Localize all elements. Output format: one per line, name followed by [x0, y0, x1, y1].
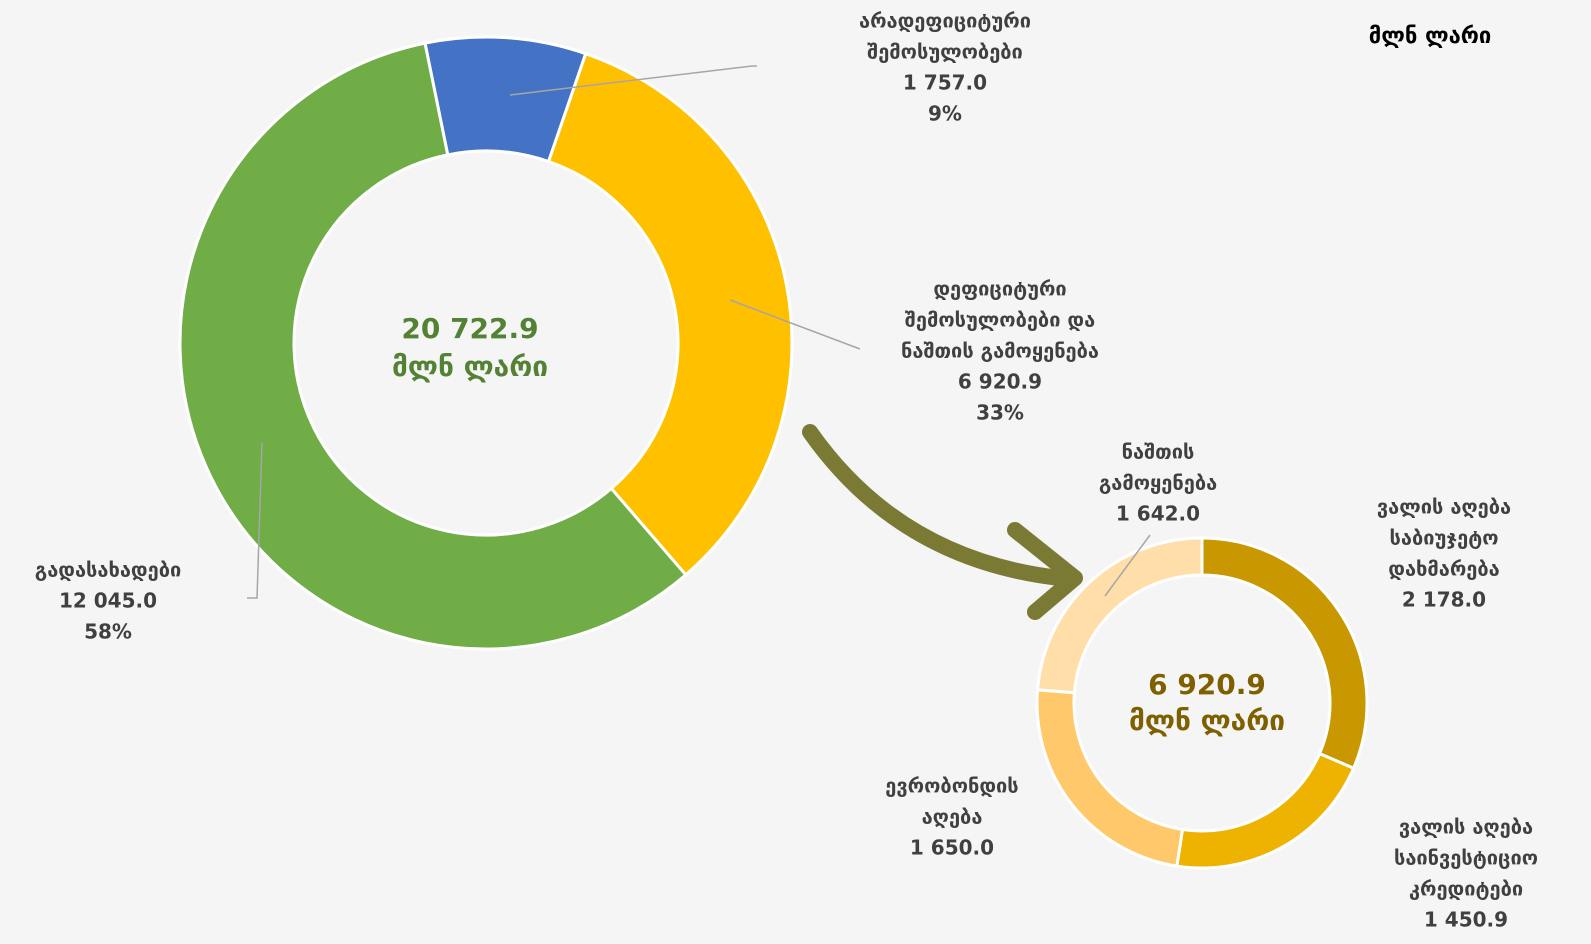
value-label: 1 650.0 [910, 836, 994, 860]
value-label: 12 045.0 [59, 589, 157, 613]
category-label: ნაშთის [1122, 440, 1195, 464]
category-label: საინვესტიციო [1394, 846, 1538, 870]
category-label: კრედიტები [1409, 877, 1523, 901]
center-total: 20 722.9 [401, 312, 538, 345]
category-label: ნაშთის გამოყენება [901, 339, 1099, 363]
center-unit: მლნ ლარი [392, 350, 548, 383]
donut-segment [178, 41, 688, 651]
percent-label: 33% [976, 401, 1024, 425]
donut-segment [546, 51, 794, 577]
value-label: 1 757.0 [903, 71, 987, 95]
category-label: აღება [922, 805, 983, 829]
category-label: გამოყენება [1099, 471, 1217, 495]
percent-label: 58% [84, 620, 132, 644]
percent-label: 9% [928, 102, 962, 126]
value-label: 2 178.0 [1402, 588, 1486, 612]
category-label: გადასახადები [35, 558, 181, 582]
unit-label: მლნ ლარი [1369, 24, 1492, 49]
category-label: დახმარება [1388, 557, 1499, 581]
category-label: ვალის აღება [1377, 495, 1511, 519]
arrow-head [1007, 522, 1083, 620]
value-label: 6 920.9 [958, 370, 1042, 394]
category-label: დეფიციტური [933, 277, 1066, 301]
leader-line [509, 65, 757, 96]
category-label: შემოსულობები და [905, 308, 1095, 332]
category-label: საბიუჯეტო [1390, 526, 1499, 550]
leader-line [1104, 534, 1151, 597]
donut-segment [1035, 536, 1204, 695]
category-label: ევრობონდის [885, 774, 1018, 798]
center-unit: მლნ ლარი [1129, 704, 1285, 737]
category-label: ვალის აღება [1399, 815, 1533, 839]
leader-line [247, 442, 263, 599]
leader-line [729, 299, 861, 350]
value-label: 1 450.9 [1424, 908, 1508, 932]
category-label: შემოსულობები [867, 40, 1023, 64]
value-label: 1 642.0 [1116, 502, 1200, 526]
center-total: 6 920.9 [1148, 668, 1266, 701]
arrow [802, 424, 1068, 586]
category-label: არადეფიციტური [859, 9, 1031, 33]
